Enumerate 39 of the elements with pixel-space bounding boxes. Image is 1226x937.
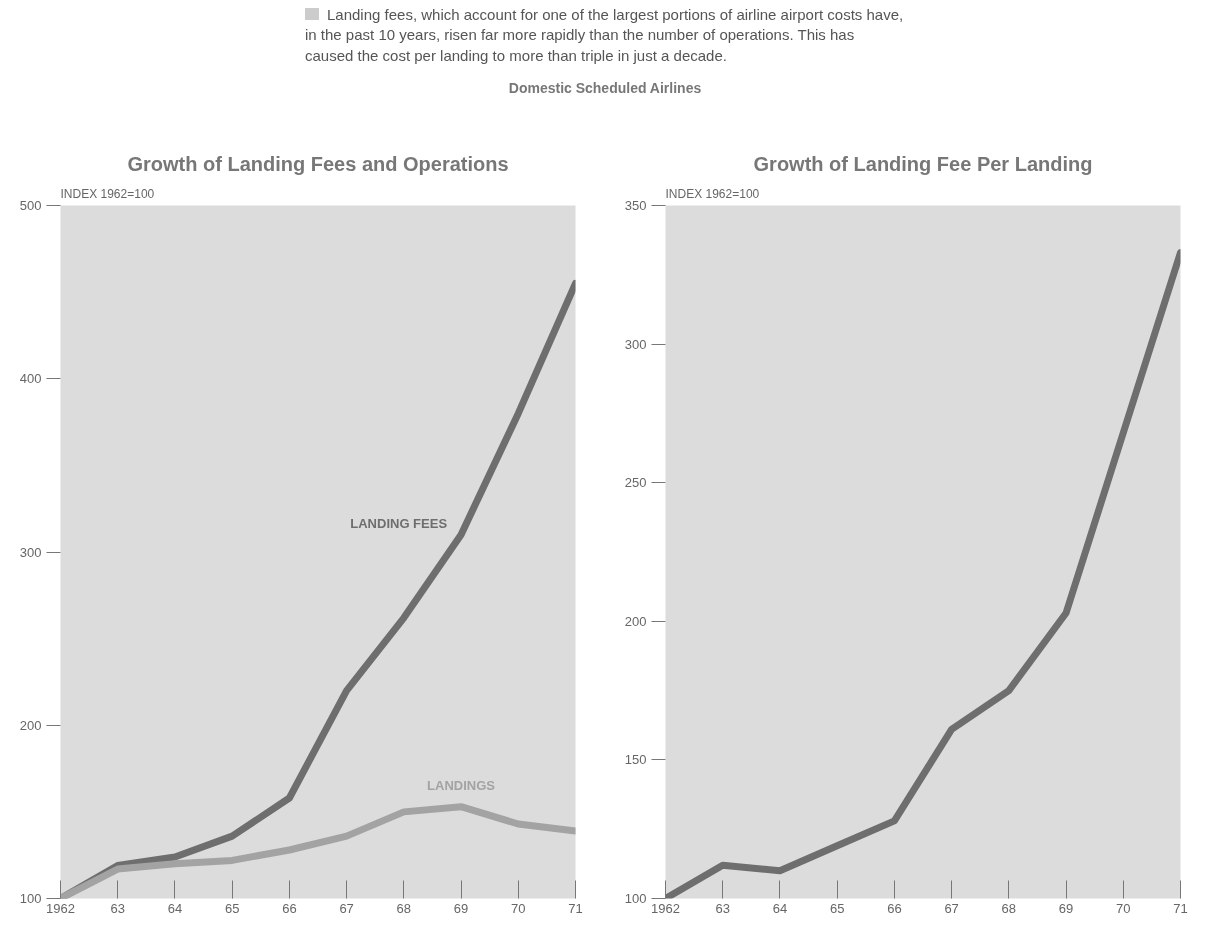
chart-title: Growth of Landing Fee Per Landing xyxy=(753,152,1093,175)
x-tick-label: 63 xyxy=(715,900,730,916)
chart-title: Growth of Landing Fees and Operations xyxy=(127,152,509,175)
x-tick-label: 70 xyxy=(1116,900,1131,916)
y-tick-label: 200 xyxy=(19,717,42,733)
series-label: LANDING FEES xyxy=(350,515,448,531)
x-tick-label: 68 xyxy=(396,900,412,916)
x-tick-label: 64 xyxy=(772,900,788,916)
x-tick-label: 66 xyxy=(282,900,297,916)
y-tick-label: 250 xyxy=(624,475,647,491)
x-tick-label: 1962 xyxy=(651,900,680,916)
x-tick-label: 1962 xyxy=(46,900,75,916)
x-tick-label: 65 xyxy=(829,900,845,916)
text: Landing fees, which account for one of the largest portions of airline airport costs have, in the past 10 years, risen far more rapidly than the number of operations. This has caused the cost per landing to more than triple in just a decade. xyxy=(305,5,905,66)
y-tick-label: 200 xyxy=(624,613,647,629)
x-tick-label: 71 xyxy=(568,900,583,916)
x-tick-label: 69 xyxy=(1058,900,1074,916)
x-tick-label: 66 xyxy=(887,900,902,916)
y-axis-title: INDEX 1962=100 xyxy=(60,186,155,201)
x-tick-label: 71 xyxy=(1173,900,1188,916)
y-tick-label: 100 xyxy=(19,891,42,906)
y-axis-title: INDEX 1962=100 xyxy=(665,186,760,201)
series-label: LANDINGS xyxy=(427,777,496,793)
y-tick-label: 300 xyxy=(19,544,42,560)
x-tick-label: 67 xyxy=(944,900,959,916)
y-tick-label: 500 xyxy=(19,198,42,213)
x-tick-label: 69 xyxy=(453,900,469,916)
x-tick-label: 67 xyxy=(339,900,354,916)
y-tick-label: 150 xyxy=(624,752,647,768)
x-tick-label: 63 xyxy=(110,900,125,916)
x-tick-label: 64 xyxy=(167,900,183,916)
y-tick-label: 350 xyxy=(624,198,647,213)
x-tick-label: 68 xyxy=(1001,900,1017,916)
text: Domestic Scheduled Airlines xyxy=(507,79,703,96)
x-tick-label: 65 xyxy=(224,900,240,916)
y-tick-label: 400 xyxy=(19,371,42,387)
y-tick-label: 300 xyxy=(624,336,647,352)
y-tick-label: 100 xyxy=(624,891,647,906)
x-tick-label: 70 xyxy=(511,900,526,916)
